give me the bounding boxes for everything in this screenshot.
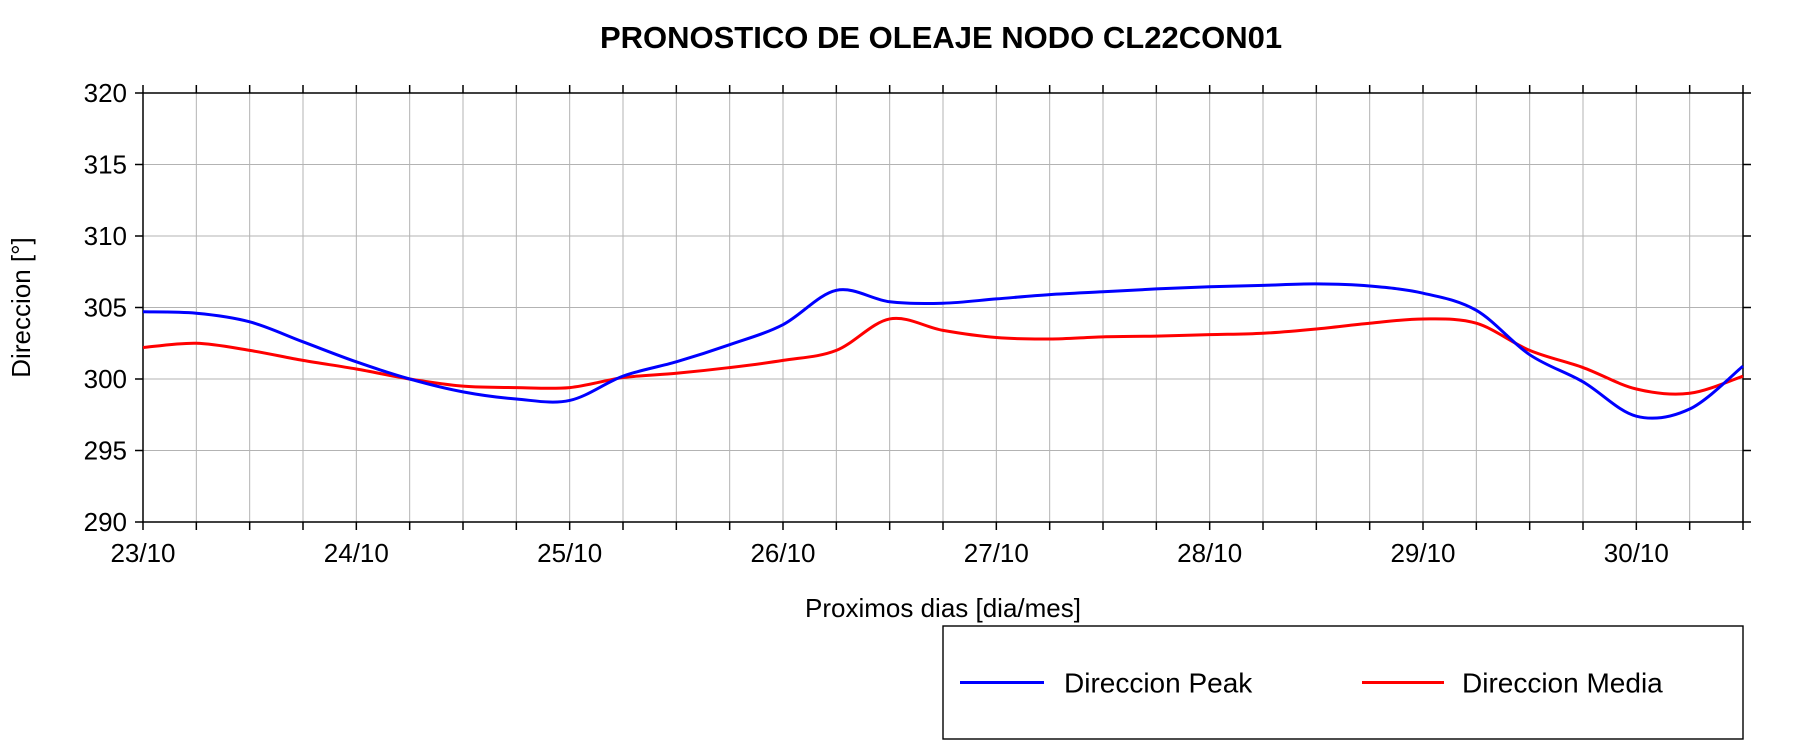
svg-text:30/10: 30/10 (1604, 538, 1669, 568)
svg-text:290: 290 (84, 507, 127, 537)
svg-text:26/10: 26/10 (750, 538, 815, 568)
svg-text:Direccion [°]: Direccion [°] (6, 237, 36, 377)
svg-text:Direccion Peak: Direccion Peak (1064, 668, 1253, 699)
svg-text:305: 305 (84, 293, 127, 323)
svg-text:Proximos dias [dia/mes]: Proximos dias [dia/mes] (805, 593, 1081, 623)
svg-text:28/10: 28/10 (1177, 538, 1242, 568)
svg-text:29/10: 29/10 (1390, 538, 1455, 568)
svg-text:24/10: 24/10 (324, 538, 389, 568)
svg-text:295: 295 (84, 436, 127, 466)
svg-text:310: 310 (84, 221, 127, 251)
svg-text:320: 320 (84, 78, 127, 108)
svg-text:25/10: 25/10 (537, 538, 602, 568)
svg-text:23/10: 23/10 (110, 538, 175, 568)
svg-text:27/10: 27/10 (964, 538, 1029, 568)
svg-text:300: 300 (84, 364, 127, 394)
svg-text:PRONOSTICO DE OLEAJE NODO CL22: PRONOSTICO DE OLEAJE NODO CL22CON01 (600, 20, 1282, 55)
svg-text:315: 315 (84, 150, 127, 180)
svg-text:Direccion Media: Direccion Media (1462, 668, 1663, 699)
